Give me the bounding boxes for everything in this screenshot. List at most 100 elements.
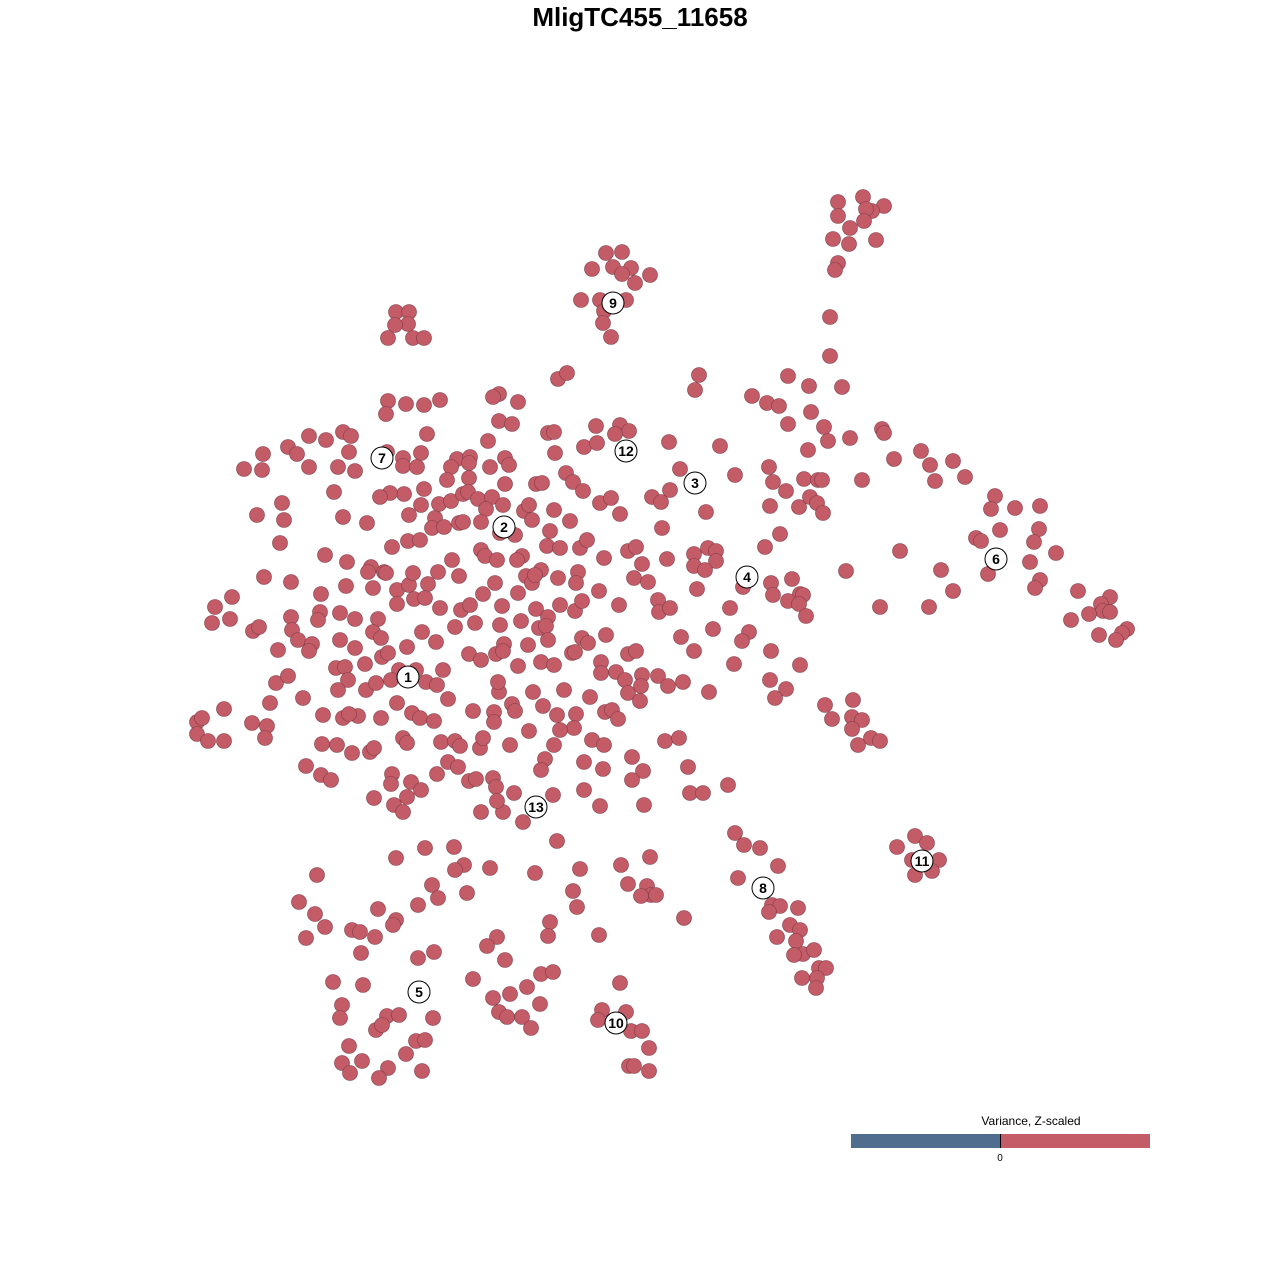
data-point <box>838 563 854 579</box>
data-point <box>338 578 354 594</box>
data-point <box>549 707 565 723</box>
data-point <box>705 621 721 637</box>
cluster-label-text: 2 <box>500 519 508 535</box>
colorbar-low <box>851 1134 1001 1148</box>
data-point <box>310 612 326 628</box>
data-point <box>332 1010 348 1026</box>
data-point <box>329 737 345 753</box>
data-point <box>641 1063 657 1079</box>
data-point <box>499 1009 515 1025</box>
data-point <box>489 552 505 568</box>
data-point <box>671 730 687 746</box>
data-point <box>672 461 688 477</box>
data-point <box>767 690 783 706</box>
data-point <box>455 514 471 530</box>
data-point <box>542 914 558 930</box>
data-point <box>803 404 819 420</box>
data-point <box>439 472 455 488</box>
data-point <box>254 462 270 478</box>
data-point <box>945 453 961 469</box>
data-point <box>330 682 346 698</box>
data-point <box>1070 583 1086 599</box>
data-point <box>868 232 884 248</box>
data-point <box>792 657 808 673</box>
data-point <box>495 497 511 513</box>
data-point <box>414 624 430 640</box>
cluster-label-circle <box>614 439 638 463</box>
data-point <box>734 633 750 649</box>
cluster-label-5: 5 <box>407 980 431 1004</box>
data-point <box>535 698 551 714</box>
data-point <box>593 665 609 681</box>
data-point <box>332 605 348 621</box>
cluster-label-circle <box>683 471 707 495</box>
cluster-label-circle <box>604 1011 628 1035</box>
data-point <box>612 975 628 991</box>
data-point <box>636 797 652 813</box>
data-point <box>325 974 341 990</box>
data-point <box>589 435 605 451</box>
data-point <box>280 668 296 684</box>
data-point <box>335 509 351 525</box>
data-point <box>482 459 498 475</box>
data-point <box>432 600 448 616</box>
data-point <box>370 901 386 917</box>
data-point <box>480 433 496 449</box>
data-point <box>429 677 445 693</box>
data-point <box>257 730 273 746</box>
data-point <box>475 586 491 602</box>
data-point <box>588 418 604 434</box>
data-point <box>576 439 592 455</box>
data-point <box>572 861 588 877</box>
data-point <box>624 772 640 788</box>
data-point <box>291 894 307 910</box>
data-point <box>497 476 513 492</box>
data-point <box>913 443 929 459</box>
data-point <box>791 596 807 612</box>
data-point <box>506 785 522 801</box>
data-point <box>569 899 585 915</box>
data-point <box>582 689 598 705</box>
data-point <box>290 632 306 648</box>
data-point <box>440 691 456 707</box>
data-point <box>465 703 481 719</box>
data-point <box>489 793 505 809</box>
data-point <box>825 231 841 247</box>
data-point <box>528 601 544 617</box>
data-point <box>443 493 459 509</box>
data-point <box>546 657 562 673</box>
data-point <box>374 1017 390 1033</box>
data-point <box>730 870 746 886</box>
data-point <box>378 406 394 422</box>
data-point <box>417 1032 433 1048</box>
data-point <box>334 997 350 1013</box>
data-point <box>401 507 417 523</box>
data-point <box>341 706 357 722</box>
data-point <box>486 714 502 730</box>
data-point <box>595 315 611 331</box>
data-point <box>830 208 846 224</box>
data-point <box>662 482 678 498</box>
data-point <box>425 1010 441 1026</box>
data-point <box>817 697 833 713</box>
data-point <box>276 512 292 528</box>
colorbar-zero-tick <box>1000 1134 1001 1148</box>
data-point <box>465 971 481 987</box>
data-point <box>744 388 760 404</box>
data-point <box>341 444 357 460</box>
data-point <box>834 379 850 395</box>
data-point <box>778 483 794 499</box>
data-point <box>479 938 495 954</box>
data-point <box>461 455 477 471</box>
data-point <box>591 583 607 599</box>
data-point <box>429 766 445 782</box>
data-point <box>549 833 565 849</box>
data-point <box>523 1020 539 1036</box>
data-point <box>573 292 589 308</box>
data-point <box>366 740 382 756</box>
data-point <box>354 1053 370 1069</box>
data-point <box>372 489 388 505</box>
data-point <box>633 888 649 904</box>
data-point <box>921 599 937 615</box>
data-point <box>378 565 394 581</box>
